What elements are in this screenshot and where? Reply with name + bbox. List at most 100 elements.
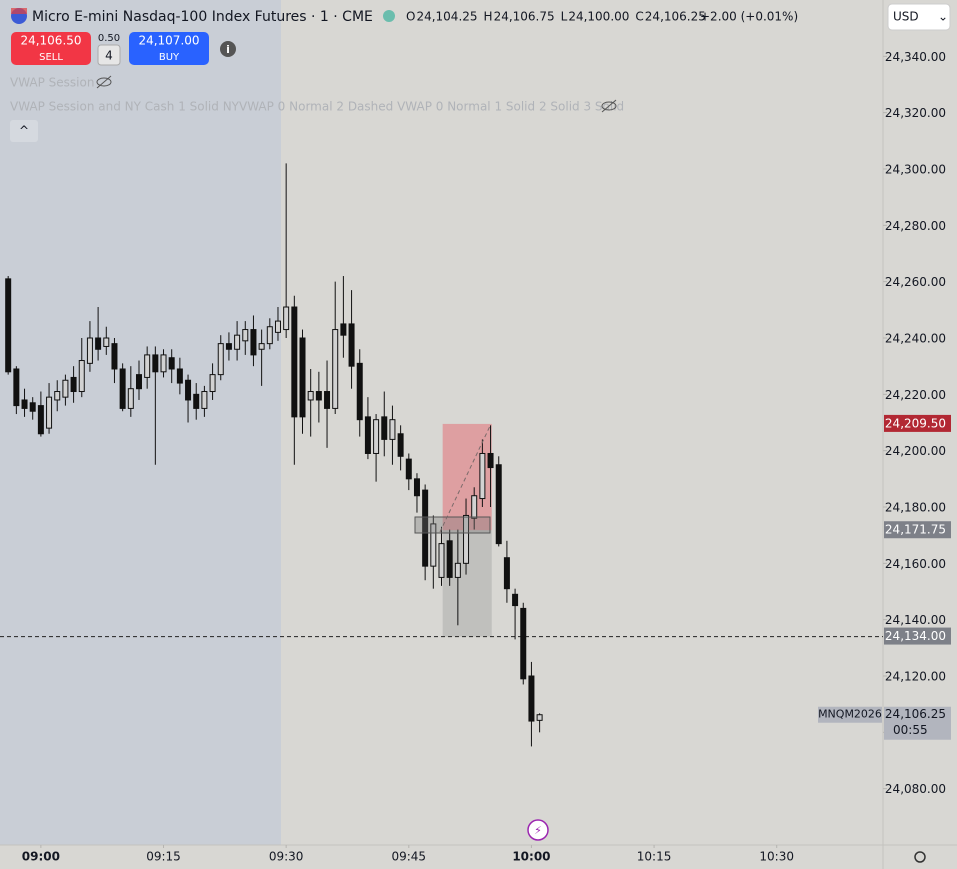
candle-body (144, 354, 151, 378)
plot (0, 163, 883, 747)
candle-body (307, 391, 314, 401)
qty-box[interactable] (97, 44, 121, 66)
candle-body (364, 416, 371, 454)
candle-body (536, 714, 543, 721)
y-tick-label: 24,120.00 (885, 670, 946, 684)
y-tick-label: 24,260.00 (885, 275, 946, 289)
candle-body (62, 379, 69, 398)
candle-body (209, 374, 216, 393)
sell-button[interactable] (11, 32, 91, 65)
candle-body (152, 354, 159, 373)
candle-body (201, 391, 208, 409)
candle-body (520, 607, 527, 680)
candle-body (356, 362, 363, 421)
candle-body (13, 368, 20, 407)
y-tick-label: 24,280.00 (885, 219, 946, 233)
x-tick-label: 09:30 (269, 850, 304, 864)
price-label-box (884, 414, 951, 432)
sell-price[interactable]: 24,106.50 (20, 34, 81, 48)
event-icon: ⚡ (534, 824, 542, 837)
buy-label[interactable]: BUY (159, 52, 180, 63)
entry-box (414, 516, 491, 534)
y-tick-label: 24,300.00 (885, 163, 946, 177)
y-tick-label: 24,200.00 (885, 444, 946, 458)
candle-body (70, 376, 77, 393)
x-tick-label: 10:15 (637, 850, 672, 864)
currency[interactable]: USD (893, 10, 919, 24)
price-label-box (884, 521, 951, 539)
buy-button[interactable] (129, 32, 209, 65)
settings-icon[interactable] (914, 851, 926, 863)
candle-body (405, 458, 412, 480)
candle-body (324, 391, 331, 409)
candle-body (127, 388, 134, 409)
candle-body (422, 489, 429, 567)
candle-body (389, 419, 396, 440)
last-price-box (884, 706, 951, 740)
buy-price[interactable]: 24,107.00 (138, 34, 199, 48)
price-label: 24,171.75 (885, 523, 946, 537)
hide-icon (601, 99, 617, 113)
candle-body (283, 306, 290, 331)
candle-body (373, 419, 380, 454)
trade-path (439, 425, 491, 533)
symbol-tag (818, 706, 882, 723)
symbol-title[interactable]: Micro E-mini Nasdaq-100 Index Futures · … (32, 9, 373, 25)
y-tick-label: 24,340.00 (885, 50, 946, 64)
candle-body (430, 523, 437, 567)
qty[interactable]: 4 (105, 49, 113, 63)
currency-button[interactable] (887, 3, 951, 31)
candle-body (193, 393, 200, 409)
candle-body (29, 402, 36, 412)
x-tick-label: 09:45 (391, 850, 426, 864)
candle-body (479, 452, 486, 500)
price-label-box (884, 627, 951, 645)
candle-body (46, 396, 53, 429)
indicator-label[interactable]: VWAP Session and NY Cash 1 Solid NYVWAP … (10, 100, 624, 114)
symbol-label: MNQM2026 (818, 708, 882, 721)
candle-body (185, 379, 192, 401)
candle-body (37, 405, 44, 435)
candle-body (103, 337, 110, 347)
ohlc-key: O (406, 10, 415, 24)
candle-body (176, 368, 183, 384)
currency-arrow: ⌄ (938, 10, 948, 24)
candle-body (463, 514, 470, 564)
ohlc-key: H (484, 10, 493, 24)
hide-icon[interactable] (96, 77, 112, 87)
price-label: 24,209.50 (885, 416, 946, 430)
indicator-label[interactable]: VWAP Session (10, 76, 94, 90)
y-tick-label: 24,320.00 (885, 106, 946, 120)
event-icon[interactable] (527, 819, 549, 841)
collapse-button[interactable] (10, 120, 38, 142)
flag-icon (11, 8, 27, 14)
info-icon[interactable] (220, 41, 236, 57)
candle-body (340, 323, 347, 336)
candle-body (299, 337, 306, 418)
ohlc-value: 24,104.25 (416, 10, 477, 24)
candle-body (250, 329, 257, 356)
ohlc-key: L (561, 10, 568, 24)
y-tick-label: 24,160.00 (885, 557, 946, 571)
candle-body (54, 391, 61, 401)
hide-icon[interactable] (601, 101, 617, 111)
candle-body (266, 326, 273, 345)
x-tick-label: 09:00 (22, 850, 60, 864)
y-tick-label: 24,220.00 (885, 388, 946, 402)
collapse-icon: ^ (19, 124, 29, 138)
candle-body (332, 329, 339, 409)
candle-body (111, 343, 118, 370)
candle-body (528, 675, 535, 722)
hide-icon (96, 75, 112, 89)
candle-body (315, 391, 322, 401)
price-label: 24,134.00 (885, 629, 946, 643)
candle-body (21, 399, 28, 409)
candle-body (471, 495, 478, 519)
x-tick-label: 09:15 (146, 850, 181, 864)
candle-body (348, 323, 355, 367)
candle-body (234, 334, 241, 350)
sell-label[interactable]: SELL (39, 52, 63, 63)
y-tick-label: 24,240.00 (885, 332, 946, 346)
